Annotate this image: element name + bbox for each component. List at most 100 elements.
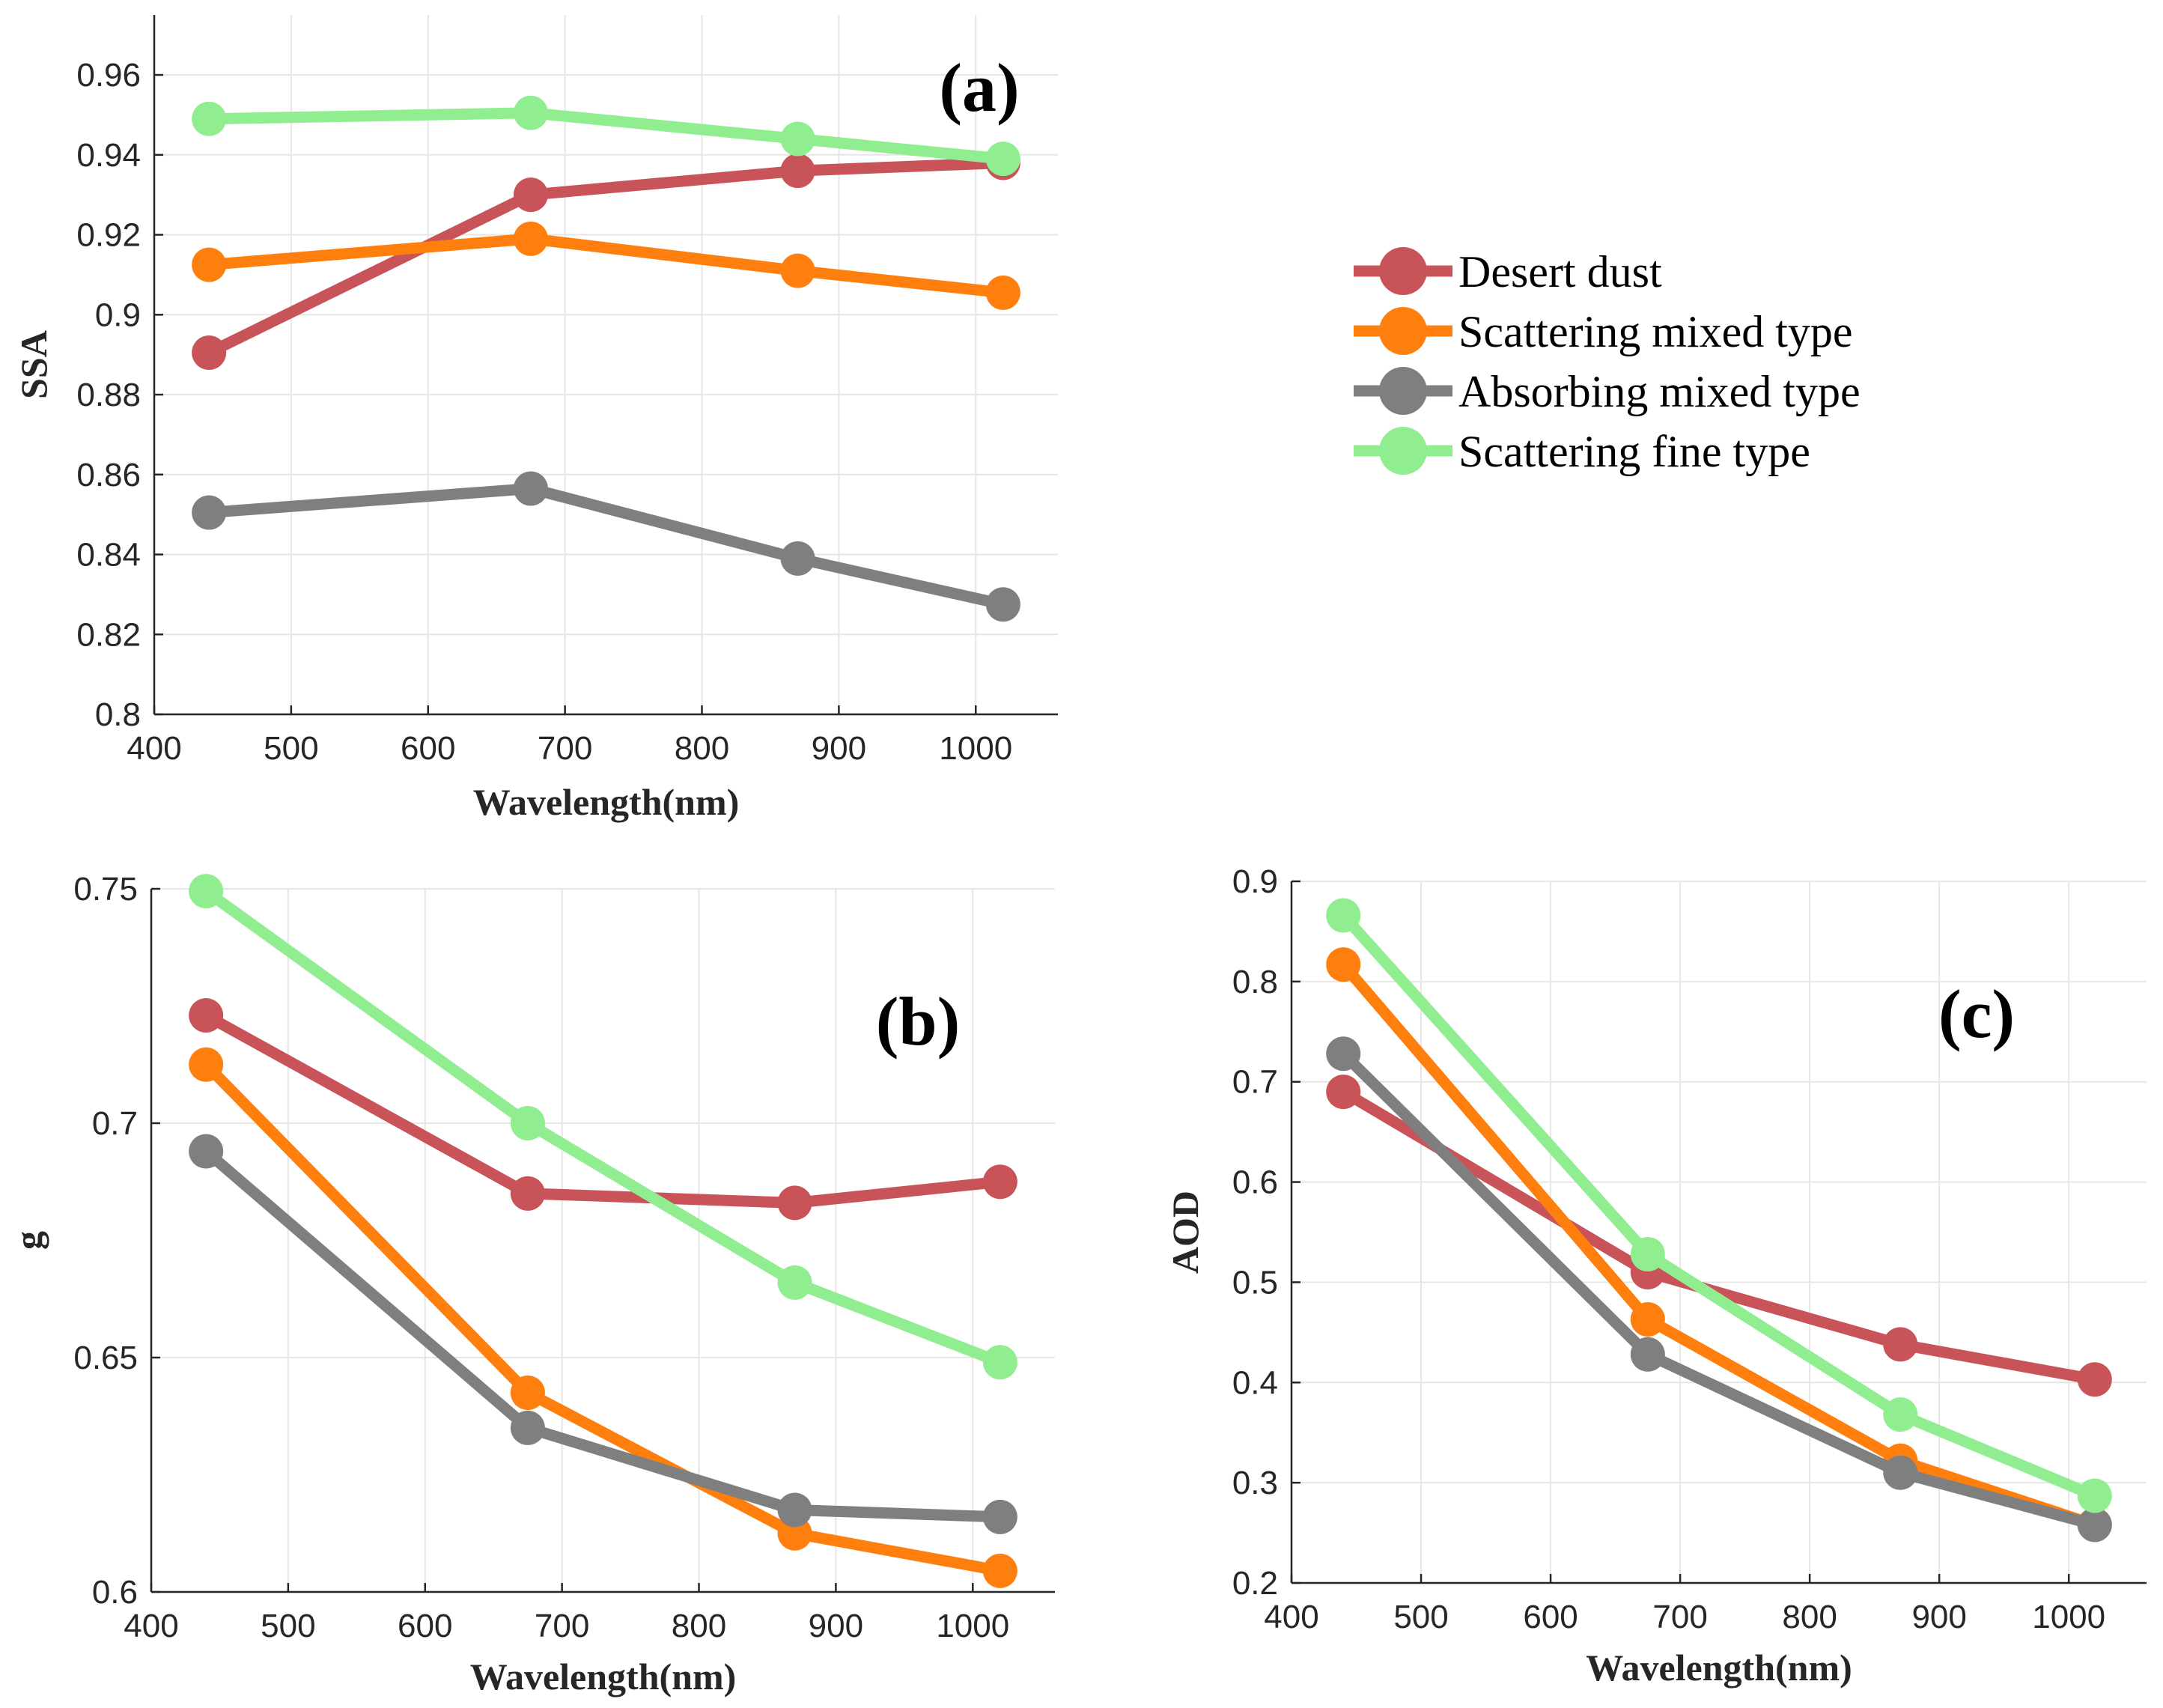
series-line-absorbing-mixed-type bbox=[1337, 1048, 2101, 1531]
y-tick-label: 0.92 bbox=[76, 217, 141, 254]
data-point-desert-dust bbox=[513, 177, 548, 213]
panel-c-aod-chart: 400 500 600 700 800 900 1000 0.2 0.3 0.4 0.5 0.6 0.7… bbox=[1164, 863, 2147, 1689]
x-axis-label: Wavelength(nm) bbox=[1586, 1647, 1852, 1689]
data-point-scattering-fine-type bbox=[982, 1345, 1017, 1380]
data-point-absorbing-mixed-type bbox=[192, 495, 227, 530]
data-point-absorbing-mixed-type bbox=[777, 1492, 812, 1528]
data-point-scattering-mixed-type bbox=[192, 247, 227, 282]
data-point-desert-dust bbox=[982, 1164, 1017, 1200]
x-tick-label: 1000 bbox=[936, 1608, 1009, 1644]
y-tick-label: 0.5 bbox=[1232, 1264, 1278, 1301]
legend-label-absorbing-mixed-type: Absorbing mixed type bbox=[1458, 367, 1861, 416]
x-tick-label: 800 bbox=[1782, 1599, 1837, 1635]
data-point-scattering-fine-type bbox=[1326, 898, 1361, 933]
panel-label: (c) bbox=[1938, 976, 2015, 1052]
x-tick-label: 600 bbox=[398, 1608, 452, 1644]
data-point-scattering-fine-type bbox=[1630, 1236, 1665, 1271]
y-tick-label: 0.82 bbox=[76, 616, 141, 653]
series-line-desert-dust bbox=[1337, 1086, 2101, 1385]
data-point-scattering-fine-type bbox=[189, 874, 224, 909]
series-line-absorbing-mixed-type bbox=[200, 1146, 1006, 1523]
x-tick-label: 900 bbox=[1911, 1599, 1966, 1635]
x-axis-label: Wavelength(nm) bbox=[473, 781, 740, 823]
data-point-desert-dust bbox=[189, 998, 224, 1033]
series-line-scattering-mixed-type bbox=[1337, 958, 2101, 1531]
data-point-absorbing-mixed-type bbox=[510, 1410, 545, 1445]
y-tick-label: 0.75 bbox=[73, 871, 138, 908]
data-point-scattering-fine-type bbox=[192, 101, 227, 136]
data-point-desert-dust bbox=[510, 1176, 545, 1211]
data-point-absorbing-mixed-type bbox=[2077, 1507, 2112, 1543]
y-tick-label: 0.2 bbox=[1232, 1565, 1278, 1602]
y-tick-label: 0.8 bbox=[1232, 964, 1278, 1000]
y-tick-label: 0.65 bbox=[73, 1340, 138, 1376]
data-point-scattering-fine-type bbox=[985, 142, 1020, 177]
legend-label-scattering-fine-type: Scattering fine type bbox=[1458, 427, 1810, 476]
data-point-scattering-mixed-type bbox=[513, 221, 548, 256]
x-tick-label: 700 bbox=[1652, 1599, 1707, 1635]
data-point-absorbing-mixed-type bbox=[513, 471, 548, 506]
x-tick-label: 500 bbox=[261, 1608, 315, 1644]
x-tick-label: 900 bbox=[812, 730, 866, 767]
data-point-absorbing-mixed-type bbox=[1883, 1455, 1918, 1490]
legend-label-desert-dust: Desert dust bbox=[1458, 247, 1662, 297]
y-tick-label: 0.86 bbox=[76, 457, 141, 493]
series-line-desert-dust bbox=[203, 156, 1009, 359]
y-tick-label: 0.6 bbox=[1232, 1164, 1278, 1201]
data-point-desert-dust bbox=[780, 154, 815, 189]
y-tick-label: 0.8 bbox=[95, 696, 141, 733]
data-point-scattering-mixed-type bbox=[985, 275, 1020, 310]
x-tick-label: 700 bbox=[538, 730, 592, 767]
data-point-desert-dust bbox=[777, 1185, 812, 1221]
data-point-scattering-fine-type bbox=[513, 95, 548, 130]
y-tick-label: 0.3 bbox=[1232, 1465, 1278, 1501]
series-line-absorbing-mixed-type bbox=[203, 482, 1009, 610]
legend-marker-scattering-fine-type bbox=[1379, 427, 1427, 475]
y-axis-label: SSA bbox=[13, 330, 55, 399]
y-tick-label: 0.9 bbox=[95, 297, 141, 333]
data-point-scattering-fine-type bbox=[777, 1265, 812, 1300]
y-tick-label: 0.4 bbox=[1232, 1364, 1278, 1401]
y-tick-label: 0.6 bbox=[92, 1574, 138, 1611]
x-tick-label: 500 bbox=[1393, 1599, 1448, 1635]
data-point-scattering-mixed-type bbox=[1630, 1301, 1665, 1337]
y-tick-label: 0.7 bbox=[1232, 1064, 1278, 1101]
series-line-scattering-fine-type bbox=[200, 885, 1006, 1368]
x-tick-label: 900 bbox=[809, 1608, 863, 1644]
y-axis-label: g bbox=[7, 1231, 49, 1250]
data-point-desert-dust bbox=[192, 335, 227, 370]
data-point-absorbing-mixed-type bbox=[985, 587, 1020, 622]
panel-label: (a) bbox=[939, 49, 1019, 126]
y-tick-label: 0.7 bbox=[92, 1105, 138, 1142]
x-tick-label: 800 bbox=[675, 730, 729, 767]
data-point-absorbing-mixed-type bbox=[1326, 1036, 1361, 1072]
x-tick-label: 600 bbox=[1523, 1599, 1578, 1635]
data-point-scattering-mixed-type bbox=[780, 253, 815, 288]
x-tick-label: 500 bbox=[264, 730, 318, 767]
y-tick-label: 0.84 bbox=[76, 537, 141, 574]
legend: Desert dust Scattering mixed type Absorbin… bbox=[1354, 247, 1861, 476]
data-point-scattering-mixed-type bbox=[189, 1047, 224, 1082]
data-point-absorbing-mixed-type bbox=[189, 1134, 224, 1169]
data-point-scattering-mixed-type bbox=[1326, 947, 1361, 982]
legend-marker-scattering-mixed-type bbox=[1379, 307, 1427, 355]
y-tick-label: 0.96 bbox=[76, 57, 141, 94]
data-point-scattering-fine-type bbox=[780, 121, 815, 156]
legend-label-scattering-mixed-type: Scattering mixed type bbox=[1458, 307, 1853, 356]
x-tick-label: 1000 bbox=[2032, 1599, 2105, 1635]
data-point-scattering-fine-type bbox=[510, 1106, 545, 1140]
series-line-scattering-fine-type bbox=[203, 107, 1009, 165]
x-tick-label: 600 bbox=[401, 730, 455, 767]
data-point-absorbing-mixed-type bbox=[982, 1499, 1017, 1534]
data-point-scattering-fine-type bbox=[2077, 1478, 2112, 1513]
data-point-scattering-mixed-type bbox=[982, 1553, 1017, 1588]
data-point-scattering-mixed-type bbox=[510, 1375, 545, 1410]
data-point-absorbing-mixed-type bbox=[780, 541, 815, 576]
data-point-desert-dust bbox=[2077, 1362, 2112, 1397]
series-line-scattering-mixed-type bbox=[203, 233, 1009, 299]
data-point-desert-dust bbox=[1883, 1327, 1918, 1362]
data-point-desert-dust bbox=[1326, 1075, 1361, 1110]
data-point-absorbing-mixed-type bbox=[1630, 1337, 1665, 1372]
series-line-scattering-fine-type bbox=[1337, 910, 2101, 1502]
